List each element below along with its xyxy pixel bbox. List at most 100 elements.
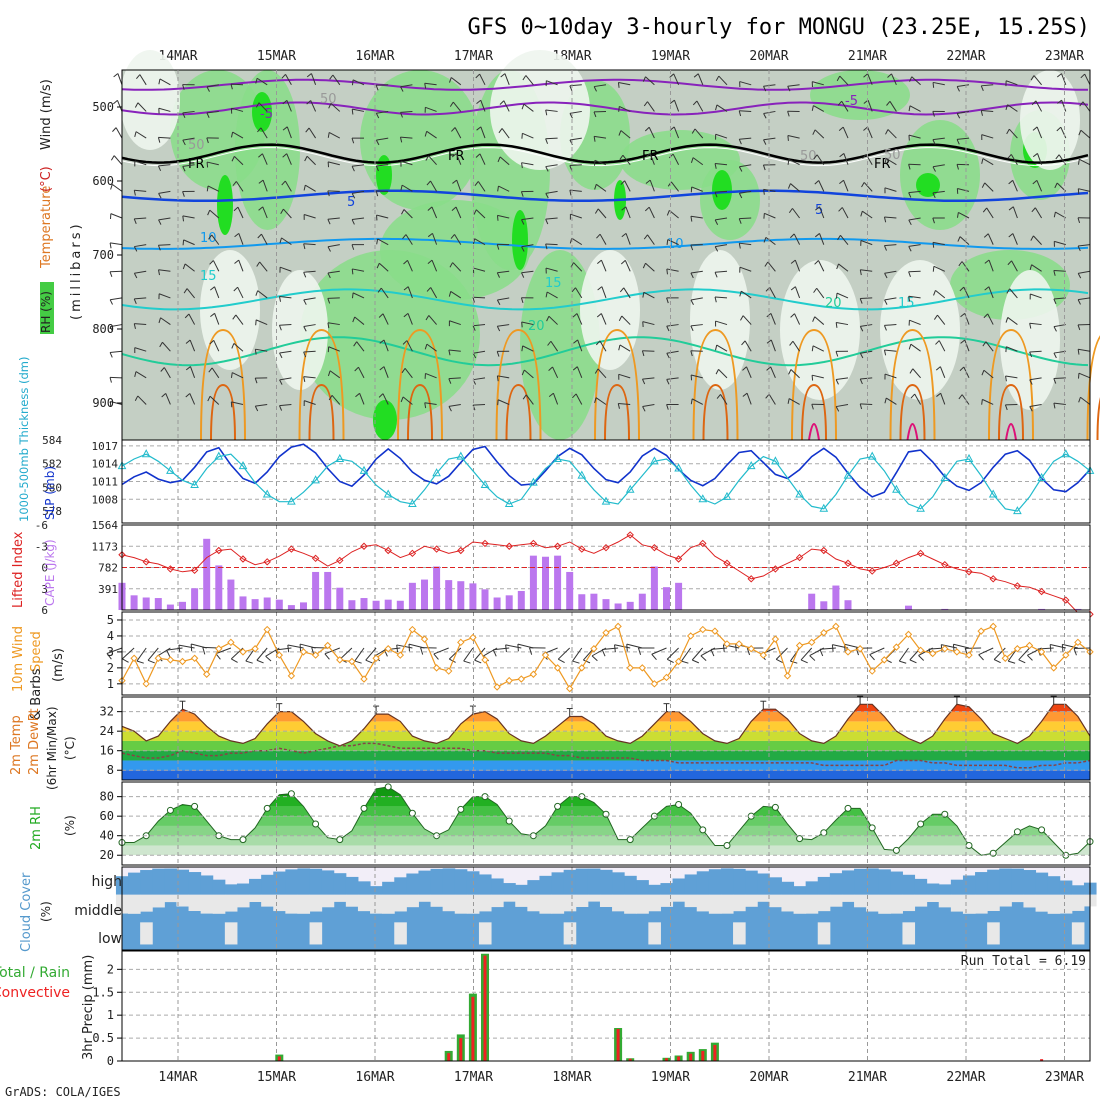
isotherm-m5-upper — [121, 78, 1088, 91]
wind-speed-point — [360, 675, 368, 683]
upper-wind-barb-flag — [883, 216, 887, 223]
precip-total-label: Total / Rain — [0, 965, 70, 981]
isotherm-30-loop — [308, 383, 335, 441]
cloud-high-cell — [841, 870, 855, 895]
upper-wind-barb — [327, 244, 340, 248]
rh-band — [122, 816, 1090, 826]
upper-wind-barb-flag — [593, 111, 597, 118]
upper-wind-barb — [867, 73, 873, 85]
wind10m-barb — [215, 647, 232, 655]
isotherm-15 — [121, 288, 1089, 311]
wind-speed-point — [1037, 648, 1046, 656]
upper-wind-barb — [207, 185, 220, 192]
upper-wind-barb-flag — [375, 85, 379, 91]
wind10m-barb-flag — [1049, 644, 1052, 652]
precip-conv-bar — [713, 1044, 717, 1061]
cape-bar — [275, 599, 283, 610]
upper-wind-barb — [430, 180, 438, 192]
upper-wind-barb — [576, 366, 583, 379]
rh-core — [373, 400, 397, 440]
upper-wind-barb-flag — [282, 99, 288, 105]
upper-wind-barb — [569, 164, 582, 167]
cloud-high-cell — [164, 868, 177, 895]
upper-wind-barb-flag — [666, 239, 669, 246]
precip-panel: 00.511.52 — [92, 950, 1091, 1068]
dry-patch — [690, 250, 750, 390]
upper-wind-barb-flag — [690, 244, 694, 251]
wind-tick-label: 4 — [107, 629, 114, 643]
isotherm-30-loop — [505, 383, 532, 441]
upper-wind-barb — [304, 400, 316, 405]
wind-speed-point — [275, 651, 284, 659]
top-date-label: 16MAR — [355, 49, 394, 64]
thickness-point — [650, 456, 659, 465]
upper-wind-barb — [714, 190, 728, 193]
wind-speed-point — [432, 664, 441, 672]
upper-wind-barb-flag — [1053, 211, 1056, 218]
cloud-middle-cell — [757, 894, 770, 902]
upper-wind-barb — [818, 180, 825, 192]
wind10m-barb-flag — [433, 653, 439, 660]
upper-wind-barb-flag — [738, 243, 741, 249]
precip-tick-label: 1.5 — [92, 985, 114, 999]
cloud-middle-cell — [370, 894, 383, 914]
wind10m-barb — [557, 647, 571, 660]
upper-wind-barb — [497, 297, 510, 301]
wind-speed-point — [650, 680, 659, 688]
upper-wind-barb-flag — [813, 287, 818, 293]
cape-bar — [312, 571, 320, 610]
upper-wind-barb — [1054, 240, 1066, 246]
upper-wind-barb — [1012, 206, 1018, 219]
upper-wind-barb — [571, 237, 583, 246]
upper-wind-barb — [595, 183, 607, 192]
upper-wind-barb — [160, 317, 171, 325]
upper-wind-barb-flag — [596, 233, 601, 239]
upper-wind-barb-flag — [207, 395, 211, 402]
upper-wind-barb — [1034, 207, 1043, 219]
cloud-high-cell — [345, 876, 359, 895]
upper-wind-barb — [884, 244, 897, 247]
upper-wind-barb-flag — [160, 367, 165, 372]
upper-wind-barb-flag — [908, 164, 911, 170]
upper-wind-barb-flag — [886, 101, 891, 106]
upper-wind-barb-flag — [597, 286, 603, 291]
upper-wind-barb-flag — [279, 352, 283, 359]
upper-wind-barb — [452, 101, 462, 112]
cloud-high-cell — [527, 880, 540, 895]
upper-wind-barb-flag — [424, 131, 428, 137]
thickness-point — [795, 489, 804, 498]
cape-bar — [493, 597, 501, 610]
cloud-high-cell — [357, 881, 371, 895]
upper-wind-barb — [134, 244, 147, 248]
upper-wind-barb — [475, 209, 486, 219]
upper-wind-barb-flag — [474, 181, 479, 186]
upper-wind-barb-flag — [621, 232, 627, 238]
upper-wind-barb-flag — [595, 340, 601, 346]
upper-wind-barb-flag — [209, 286, 215, 291]
cloud-high-cell — [575, 868, 589, 895]
upper-wind-barb — [1005, 375, 1018, 379]
upper-wind-barb — [521, 270, 534, 274]
upper-wind-barb — [739, 190, 752, 194]
upper-pressure-tick-label: 500 — [92, 100, 114, 114]
upper-wind-barb-flag — [690, 157, 694, 163]
cloud-middle-cell — [914, 894, 928, 907]
upper-wind-barb — [352, 164, 365, 167]
upper-wind-barb — [354, 316, 365, 325]
cloud-high-cell — [745, 870, 758, 895]
cloud-high-cell — [612, 872, 625, 895]
upper-wind-barb-flag — [427, 232, 433, 238]
contour-label: 50 — [800, 149, 817, 164]
wind-speed-point — [1049, 664, 1058, 672]
wind10m-barb — [365, 647, 377, 661]
rh-point — [287, 790, 295, 798]
upper-wind-barb-flag — [863, 73, 868, 78]
cape-tick-label: 391 — [98, 583, 118, 596]
precip-conv-bar — [677, 1056, 681, 1061]
contour-label: 10 — [200, 231, 217, 246]
upper-wind-barb — [327, 270, 340, 274]
upper-wind-barb — [450, 291, 462, 299]
upper-wind-barb-flag — [254, 377, 258, 384]
upper-wind-barb-flag — [545, 243, 548, 250]
cloud-high-cell — [1047, 876, 1061, 895]
